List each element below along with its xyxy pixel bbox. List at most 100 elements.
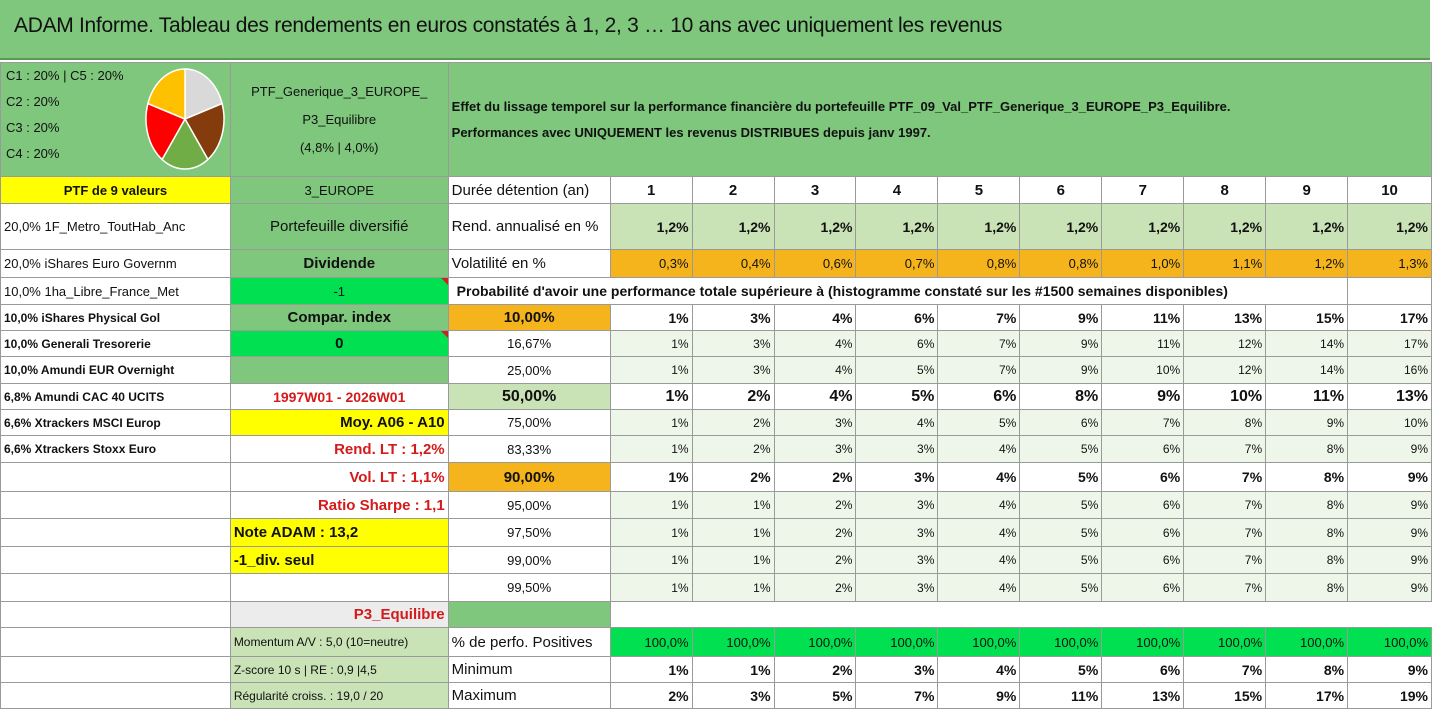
rend-value: 1,2% [691,203,775,250]
probability-value: 1% [609,462,693,492]
summary-stat: Rend. LT : 1,2% [229,435,449,463]
vol-value: 0,3% [609,249,693,278]
empty-cell [610,601,1432,628]
min-value: 1% [691,656,775,683]
max-label: Maximum [447,682,611,709]
threshold-label: 83,33% [447,435,611,463]
probability-value: 3% [855,491,939,519]
probability-value: 6% [855,330,939,357]
pie-slice [184,68,223,121]
year-header: 5 [937,176,1021,204]
max-value: 5% [773,682,857,709]
probability-value: 5% [1019,518,1103,547]
probability-value: 7% [1183,573,1267,602]
probability-value: 5% [1019,573,1103,602]
year-header: 4 [855,176,939,204]
threshold-label: 16,67% [447,330,611,357]
rend-value: 1,2% [855,203,939,250]
legend-item: C1 : 20% | C5 : 20% [6,68,124,83]
probability-value: 7% [937,356,1021,384]
empty-cell [1347,277,1432,305]
table-row: 6,6% Xtrackers MSCI Europ Moy. A06 - A10 7… [0,409,1432,436]
rend-value: 1,2% [1265,203,1349,250]
probability-value: 9% [1347,546,1432,574]
vol-value: 1,0% [1101,249,1185,278]
probability-value: 2% [773,462,857,492]
rend-label: Rend. annualisé en % [447,203,611,250]
probability-value: 6% [1101,462,1185,492]
positive-value: 100,0% [1101,627,1185,657]
year-header: 2 [691,176,775,204]
empty-cell [0,573,231,602]
year-header: 1 [609,176,693,204]
threshold-label: 90,00% [447,462,611,492]
min-value: 9% [1347,656,1432,683]
table-row: 20,0% iShares Euro Governm Dividende Volat… [0,249,1432,278]
empty-cell [0,601,231,628]
holding-item: 6,6% Xtrackers Stoxx Euro [0,435,231,463]
probability-value: 12% [1183,330,1267,357]
empty-cell [447,601,611,628]
table-row: 6,8% Amundi CAC 40 UCITS 1997W01 - 2026W0… [0,383,1432,410]
summary-stat: Compar. index [229,304,449,331]
probability-value: 11% [1101,304,1185,331]
table-row: PTF de 9 valeurs 3_EUROPE Durée détention … [0,176,1432,204]
probability-value: 2% [773,518,857,547]
dividende-label: Dividende [229,249,449,278]
probability-value: 6% [1019,409,1103,436]
positive-value: 100,0% [691,627,775,657]
probability-value: 7% [1183,462,1267,492]
vol-value: 1,3% [1347,249,1432,278]
probability-value: 8% [1265,491,1349,519]
probability-value: 1% [691,491,775,519]
rend-value: 1,2% [609,203,693,250]
min-value: 7% [1183,656,1267,683]
probability-value: 2% [691,435,775,463]
empty-cell [0,491,231,519]
probability-value: 17% [1347,330,1432,357]
probability-title: Probabilité d'avoir une performance tota… [447,277,1349,305]
summary-stat: 1997W01 - 2026W01 [229,383,449,410]
table-row: Z-score 10 s | RE : 0,9 |4,5 Minimum 1% 1% 2… [0,656,1432,683]
min-value: 2% [773,656,857,683]
probability-value: 9% [1019,356,1103,384]
probability-value: 1% [691,573,775,602]
regularite-label: Régularité croiss. : 19,0 / 20 [229,682,449,709]
probability-value: 4% [855,409,939,436]
table-row: 6,6% Xtrackers Stoxx Euro Rend. LT : 1,2%… [0,435,1432,463]
table-row: -1_div. seul 99,00% 1% 1% 2% 3% 4% 5% 6% 7% 8% 9% [0,546,1432,574]
probability-value: 2% [773,546,857,574]
probability-value: 11% [1101,330,1185,357]
allocation-pie-chart [145,68,225,170]
probability-value: 6% [1101,573,1185,602]
probability-value: 2% [691,383,775,410]
positive-value: 100,0% [855,627,939,657]
table-row: Régularité croiss. : 19,0 / 20 Maximum 2% 3… [0,682,1432,709]
year-header: 3 [773,176,857,204]
probability-value: 4% [937,462,1021,492]
rend-value: 1,2% [1347,203,1432,250]
max-value: 3% [691,682,775,709]
min-value: 4% [937,656,1021,683]
probability-value: 9% [1347,573,1432,602]
probability-value: 1% [609,491,693,519]
empty-cell [0,546,231,574]
table-row: 99,50% 1% 1% 2% 3% 4% 5% 6% 7% 8% 9% [0,573,1432,602]
probability-value: 4% [773,330,857,357]
year-header: 7 [1101,176,1185,204]
pie-slice [161,117,209,170]
empty-cell [229,573,449,602]
vol-value: 1,2% [1265,249,1349,278]
probability-value: 9% [1347,462,1432,492]
probability-value: 10% [1347,409,1432,436]
rend-value: 1,2% [773,203,857,250]
rend-value: 1,2% [937,203,1021,250]
vol-value: 0,8% [1019,249,1103,278]
probability-value: 5% [937,409,1021,436]
probability-value: 8% [1265,462,1349,492]
vol-value: 0,4% [691,249,775,278]
vol-value: 0,8% [937,249,1021,278]
probability-value: 16% [1347,356,1432,384]
probability-value: 6% [1101,546,1185,574]
threshold-label: 97,50% [447,518,611,547]
